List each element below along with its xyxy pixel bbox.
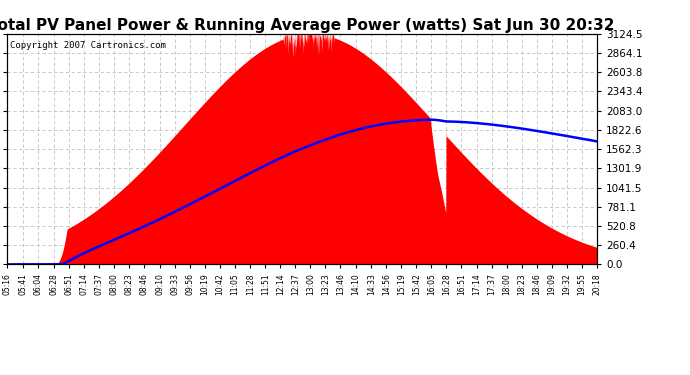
Title: Total PV Panel Power & Running Average Power (watts) Sat Jun 30 20:32: Total PV Panel Power & Running Average P… (0, 18, 615, 33)
Text: Copyright 2007 Cartronics.com: Copyright 2007 Cartronics.com (10, 40, 166, 50)
